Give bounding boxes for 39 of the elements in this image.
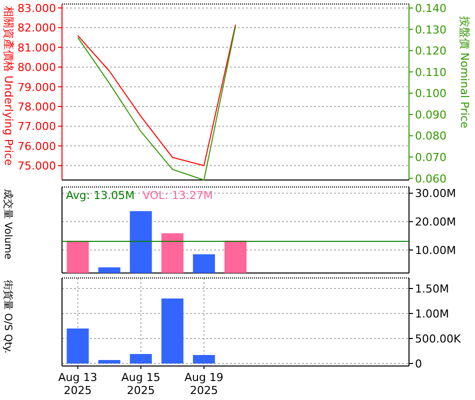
y-tick-label: 1.00M (415, 308, 449, 320)
y-tick-label: 81.000 (18, 41, 56, 54)
bar (130, 354, 152, 364)
bar (66, 328, 89, 364)
y-tick-label: 77.000 (18, 120, 56, 134)
y2-tick-label: 0.140 (415, 2, 446, 16)
x-tick-label: Aug 15 2025 (121, 371, 160, 397)
y-axis-title: 相關資產價格 Underlying Price (2, 6, 15, 166)
y-tick-label: 500.00K (415, 332, 462, 346)
y2-tick-label: 0.120 (415, 44, 446, 58)
y-tick-label: 1.50M (415, 282, 449, 296)
bar (161, 298, 184, 364)
y-axis-title: 成交量 Volume (2, 189, 14, 260)
bar (192, 355, 215, 364)
y-tick-label: 75.000 (18, 160, 56, 173)
y-tick-label: 82.000 (18, 22, 56, 35)
y-tick-label: 80.000 (18, 61, 56, 74)
y-tick-label: 10.00M (415, 244, 456, 258)
x-tick-label: Aug 19 2025 (184, 371, 224, 397)
y2-tick-label: 0.070 (415, 151, 446, 164)
y2-tick-label: 0.130 (415, 23, 446, 36)
y2-axis-title: 按盤價 Nominal Price (458, 16, 471, 129)
annotation: VOL: 13.27M (142, 189, 213, 202)
bar (98, 360, 120, 364)
y2-tick-label: 0.090 (415, 108, 446, 122)
y2-tick-label: 0.100 (415, 87, 446, 100)
y2-tick-label: 0.110 (415, 66, 446, 79)
x-tick-label: Aug 13 2025 (58, 371, 98, 397)
y2-tick-label: 0.080 (415, 130, 446, 143)
y-tick-label: 79.000 (18, 80, 56, 94)
y-tick-label: 76.000 (18, 140, 56, 153)
ref-line-label: Avg: 13.05M (66, 189, 135, 202)
y2-tick-label: 0.060 (415, 172, 446, 186)
y-tick-label: 0 (415, 358, 422, 370)
y-axis-title: 街貨量 O/S Qty. (2, 280, 14, 354)
y-tick-label: 83.000 (18, 2, 56, 15)
y-tick-label: 20.00M (415, 216, 456, 229)
y-tick-label: 30.00M (415, 187, 456, 200)
y-tick-label: 78.000 (18, 100, 56, 114)
